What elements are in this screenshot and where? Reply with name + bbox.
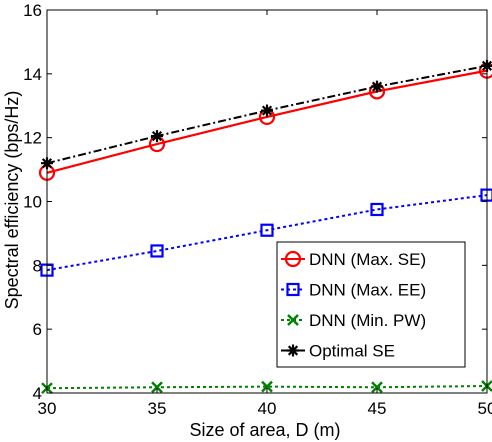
y-tick-label: 14 (23, 65, 42, 84)
x-tick-label: 30 (38, 399, 57, 418)
legend-label: Optimal SE (309, 342, 395, 361)
legend-swatch-marker (284, 250, 302, 268)
data-point-s4-4 (371, 80, 383, 93)
y-tick-label: 4 (33, 384, 42, 403)
data-point-s4-3 (261, 104, 273, 117)
legend-box (276, 241, 466, 368)
legend-entry-3: DNN (Min. PW) (281, 311, 426, 330)
axes: 30 35 40 45 50 4 6 8 10 12 14 16 (23, 1, 492, 418)
y-tick-label: 16 (23, 1, 42, 20)
x-tick-label: 50 (478, 399, 492, 418)
x-tick-label: 40 (258, 399, 277, 418)
series-line-3 (46, 384, 488, 390)
data-point-s3-4 (371, 381, 383, 394)
y-axis-label: Spectral efficiency (bps/Hz) (2, 91, 22, 310)
legend-swatch-marker (287, 344, 299, 357)
y-tick-label: 6 (33, 320, 42, 339)
series-line-1 (46, 69, 488, 174)
x-tick-label: 45 (368, 399, 387, 418)
legend-entry-1: DNN (Max. SE) (281, 250, 426, 269)
legend-entry-2: DNN (Max. EE) (281, 281, 426, 300)
legend-label: DNN (Max. EE) (309, 281, 426, 300)
data-point-s4-2 (151, 130, 163, 143)
legend-label: DNN (Max. SE) (309, 250, 426, 269)
data-point-s2-2 (150, 244, 164, 258)
data-point-s3-2 (151, 381, 163, 394)
data-point-s2-4 (370, 202, 384, 217)
y-tick-label: 8 (33, 256, 42, 275)
data-point-s3-3 (261, 380, 273, 393)
series-line-2 (46, 194, 488, 272)
legend-label: DNN (Min. PW) (309, 311, 426, 330)
legend-swatch-marker (286, 282, 300, 297)
legend: DNN (Max. SE) DNN (Max. EE) DNN (Min. PW) O… (276, 241, 466, 368)
y-tick-label: 12 (23, 129, 42, 148)
y-tick-label: 10 (23, 193, 42, 212)
x-axis-label: Size of area, D (m) (189, 420, 340, 440)
data-point-s2-3 (260, 223, 274, 237)
legend-entry-4: Optimal SE (281, 342, 395, 361)
plot-area (38, 59, 492, 395)
legend-swatch-marker (287, 314, 299, 326)
x-tick-label: 35 (148, 399, 167, 418)
